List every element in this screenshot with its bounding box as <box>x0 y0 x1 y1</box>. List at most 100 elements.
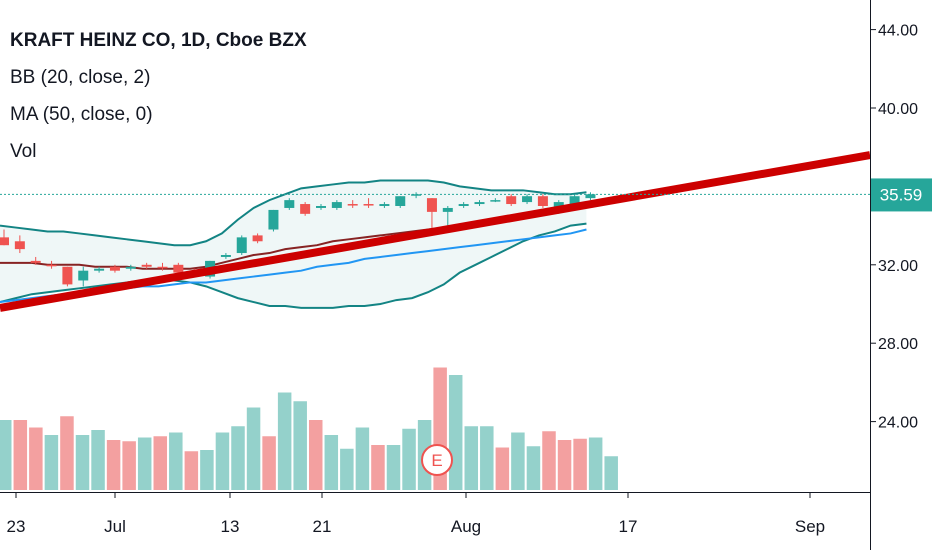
volume-bar <box>75 435 90 490</box>
volume-bar <box>324 435 339 490</box>
candle <box>537 194 548 208</box>
volume-bar <box>44 435 59 490</box>
volume-bar <box>231 426 245 490</box>
trendline[interactable] <box>0 151 871 312</box>
candle <box>585 192 596 201</box>
price-tick-label: 40.00 <box>878 101 918 118</box>
volume-bar <box>448 375 463 490</box>
indicator-lines <box>0 179 587 309</box>
candle-body <box>109 266 120 271</box>
volume-bar <box>29 427 43 490</box>
volume-bar <box>122 441 136 490</box>
volume-bar <box>200 450 214 490</box>
candle <box>363 198 374 208</box>
volume-bar <box>60 416 74 490</box>
candle-body <box>30 260 41 263</box>
price-tick-label: 44.00 <box>878 23 918 40</box>
candle-body <box>442 207 453 212</box>
candle <box>46 260 57 269</box>
candle-body <box>474 202 485 205</box>
volume-bar <box>573 438 587 490</box>
time-tick-label: 13 <box>221 517 240 536</box>
last-price-box <box>871 178 932 212</box>
volume-indicator-label[interactable]: Vol <box>10 141 37 162</box>
price-tick-label: 28.00 <box>878 336 918 353</box>
candle <box>268 209 279 232</box>
candle-body <box>157 266 168 269</box>
volume-bar <box>91 430 105 490</box>
bb-band-area <box>0 180 587 308</box>
candle-body <box>141 264 152 267</box>
candle <box>458 202 469 208</box>
volume-bar <box>604 456 618 490</box>
volume-bar <box>309 420 323 490</box>
volume-bar <box>215 432 230 490</box>
time-axis-ticks: 23 Jul 13 21 Aug 17 Sep <box>7 492 825 536</box>
candle <box>411 192 422 199</box>
candle-body <box>62 266 73 285</box>
candle-body <box>0 237 9 246</box>
symbol-title[interactable]: KRAFT HEINZ CO, 1D, Cboe BZX <box>10 30 307 51</box>
time-tick-label: Sep <box>795 517 825 536</box>
candle <box>0 229 9 246</box>
candle <box>109 264 120 273</box>
volume-bar <box>402 428 416 490</box>
candle-body <box>585 194 596 199</box>
candle <box>94 266 105 273</box>
candle-body <box>94 268 105 271</box>
volume-bar <box>340 448 354 490</box>
candle <box>316 204 326 210</box>
ma-indicator-label[interactable]: MA (50, close, 0) <box>10 104 153 125</box>
volume-bar <box>557 440 572 490</box>
candle <box>379 202 390 208</box>
volume-bar <box>511 432 525 490</box>
candle <box>125 264 136 271</box>
candle-body <box>220 255 231 257</box>
price-tick-label: 32.00 <box>878 258 918 275</box>
volume-bar <box>542 431 556 490</box>
volume-bar <box>386 445 401 490</box>
candle-body <box>363 204 374 206</box>
candle <box>426 198 437 234</box>
bb-indicator-label[interactable]: BB (20, close, 2) <box>10 67 151 88</box>
bb-lower-line <box>0 222 587 309</box>
candle-body <box>78 270 89 281</box>
volume-bar <box>13 420 28 490</box>
candle-body <box>252 235 263 242</box>
earnings-circle[interactable] <box>421 444 453 476</box>
candle-body <box>284 200 295 208</box>
volume-bar <box>355 427 370 490</box>
volume-bar <box>526 446 541 490</box>
time-tick-label: 21 <box>313 517 332 536</box>
candle <box>442 206 453 226</box>
candle <box>236 235 247 255</box>
trendline-group[interactable] <box>0 151 871 312</box>
volume-bar <box>588 437 603 490</box>
last-price-value: 35.59 <box>880 185 923 204</box>
candle-body <box>411 194 422 196</box>
candle-body <box>426 198 437 212</box>
candle <box>62 266 73 287</box>
volume-bar <box>153 436 167 490</box>
candle <box>141 262 152 269</box>
volume-bar <box>137 437 152 490</box>
candle <box>78 266 89 287</box>
volume-bar <box>371 445 385 490</box>
candle-body <box>236 237 247 254</box>
candle <box>347 200 358 208</box>
earnings-marker[interactable]: E <box>421 444 453 476</box>
time-tick-label: 23 <box>7 517 26 536</box>
time-axis[interactable]: 23 Jul 13 21 Aug 17 Sep <box>0 492 870 536</box>
last-price-label: 35.59 <box>871 178 932 212</box>
candle <box>395 196 406 208</box>
chart-legend: KRAFT HEINZ CO, 1D, Cboe BZX BB (20, clo… <box>10 22 307 170</box>
candle-body <box>14 241 25 250</box>
volume-bars <box>0 367 618 490</box>
time-tick-label: 17 <box>619 517 638 536</box>
candle <box>331 200 342 210</box>
volume-bar <box>169 432 183 490</box>
candle <box>474 200 485 206</box>
